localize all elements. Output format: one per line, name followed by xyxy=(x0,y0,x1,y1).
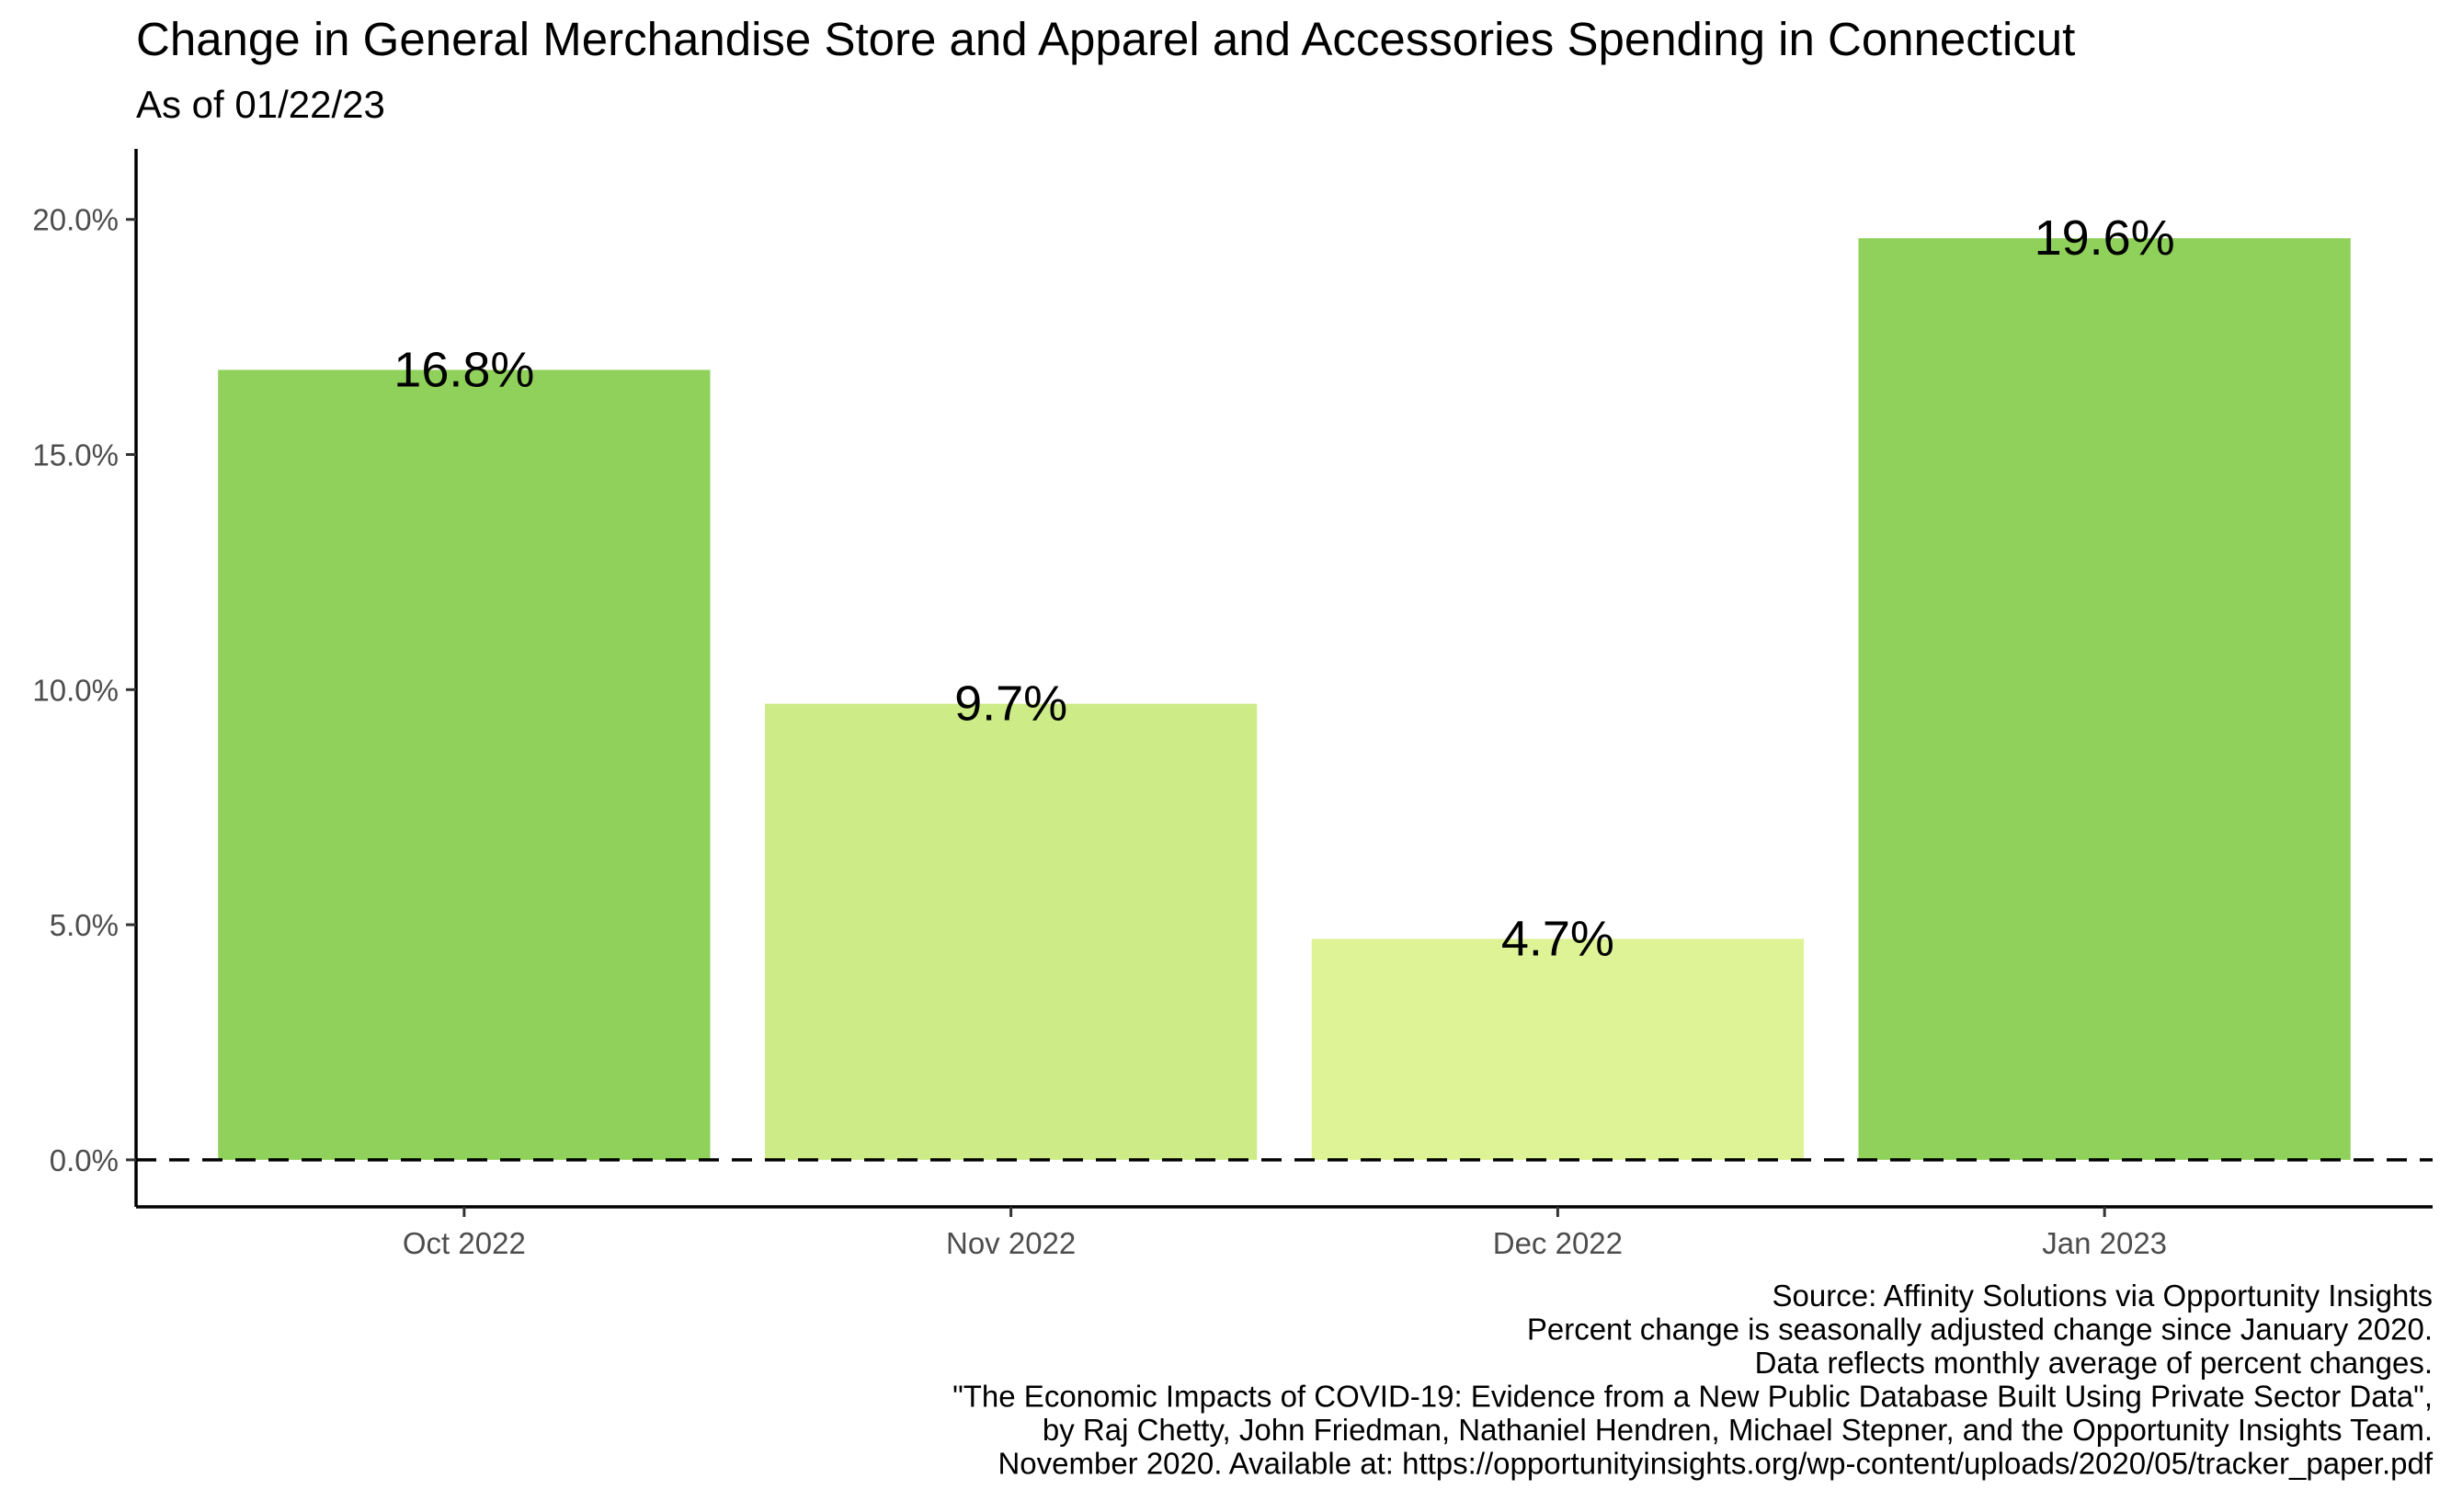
y-tick-label: 20.0% xyxy=(32,203,119,237)
data-label: 4.7% xyxy=(1501,911,1614,966)
x-tick-label: Oct 2022 xyxy=(403,1226,526,1260)
caption-line: by Raj Chetty, John Friedman, Nathaniel … xyxy=(1043,1413,2433,1447)
bar-jan-2023 xyxy=(1858,238,2351,1160)
x-axis-ticks: Oct 2022 Nov 2022 Dec 2022 Jan 2023 xyxy=(403,1207,2167,1260)
y-tick-label: 5.0% xyxy=(50,908,119,942)
x-tick-label: Dec 2022 xyxy=(1493,1226,1623,1260)
data-labels-group: 16.8% 9.7% 4.7% 19.6% xyxy=(393,210,2174,966)
data-label: 19.6% xyxy=(2035,210,2175,266)
bars-group xyxy=(218,238,2351,1160)
data-label: 9.7% xyxy=(954,676,1067,732)
chart-caption: Source: Affinity Solutions via Opportuni… xyxy=(952,1279,2434,1481)
data-label: 16.8% xyxy=(393,342,534,397)
x-tick-label: Nov 2022 xyxy=(946,1226,1076,1260)
x-tick-label: Jan 2023 xyxy=(2042,1226,2167,1260)
caption-line: Percent change is seasonally adjusted ch… xyxy=(1527,1313,2433,1347)
y-tick-label: 0.0% xyxy=(50,1143,119,1177)
y-tick-label: 10.0% xyxy=(32,673,119,707)
bar-dec-2022 xyxy=(1311,938,1805,1160)
chart-title: Change in General Merchandise Store and … xyxy=(136,13,2075,65)
y-tick-label: 15.0% xyxy=(32,438,119,472)
y-axis-ticks: 0.0% 5.0% 10.0% 15.0% 20.0% xyxy=(32,203,136,1177)
caption-line: November 2020. Available at: https://opp… xyxy=(998,1447,2433,1481)
bar-oct-2022 xyxy=(218,369,711,1160)
caption-line: Source: Affinity Solutions via Opportuni… xyxy=(1773,1279,2433,1313)
caption-line: Data reflects monthly average of percent… xyxy=(1755,1346,2433,1380)
caption-line: "The Economic Impacts of COVID-19: Evide… xyxy=(952,1380,2433,1414)
chart-subtitle: As of 01/22/23 xyxy=(136,83,385,126)
bar-nov-2022 xyxy=(764,703,1258,1160)
